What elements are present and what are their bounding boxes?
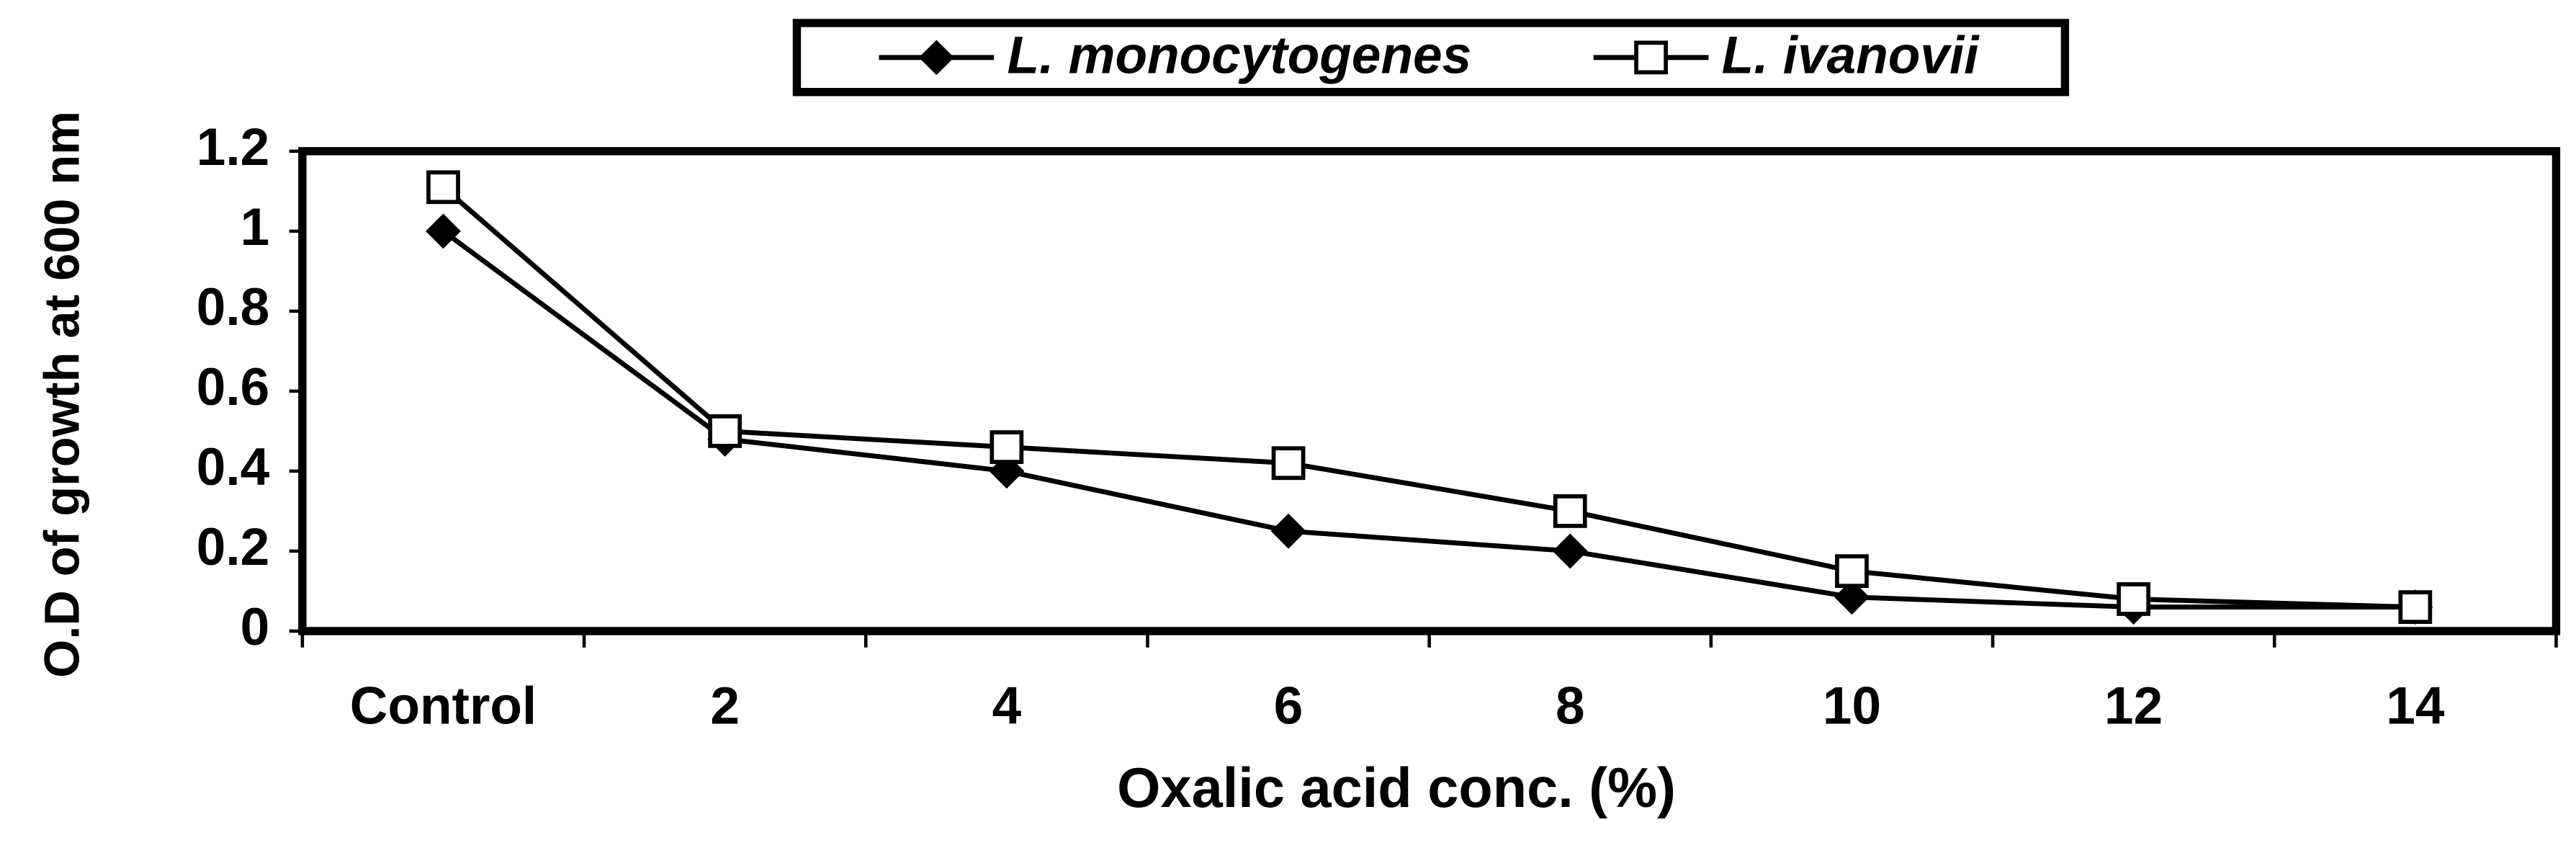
square-marker	[989, 430, 1024, 464]
diamond-marker	[426, 213, 461, 249]
x-axis-label: Oxalic acid conc. (%)	[1117, 757, 1676, 819]
x-tick-label: 10	[1823, 677, 1881, 736]
square-marker	[1271, 446, 1306, 481]
y-tick-label: 0.2	[197, 518, 269, 576]
square-marker	[2398, 590, 2433, 624]
x-tick-label: 2	[710, 677, 740, 736]
x-tick-label: Control	[350, 677, 537, 736]
x-tick-label: 6	[1274, 677, 1303, 736]
series-line	[441, 185, 2415, 610]
diamond-marker	[1552, 533, 1588, 569]
y-axis-label: O.D of growth at 600 nm	[35, 111, 90, 678]
y-tick-label: 0	[241, 598, 270, 656]
y-tick-label: 1.2	[197, 118, 269, 177]
x-tick-label: 12	[2104, 677, 2163, 736]
square-marker	[1553, 494, 1587, 528]
y-tick-label: 0.4	[197, 438, 270, 496]
legend-box	[792, 19, 2070, 97]
square-marker	[426, 170, 460, 205]
y-tick-label: 0.8	[197, 278, 269, 336]
diamond-marker	[1270, 513, 1306, 549]
square-marker	[1634, 40, 1668, 75]
square-marker	[1835, 554, 1869, 589]
square-marker	[708, 414, 742, 448]
series-line	[441, 229, 2415, 610]
x-tick-label: 8	[1556, 677, 1585, 736]
x-tick-label: 4	[992, 677, 1022, 736]
square-marker	[2117, 582, 2151, 616]
diamond-marker	[1834, 579, 1870, 615]
diamond-marker	[918, 40, 954, 76]
x-tick-label: 14	[2386, 677, 2445, 736]
y-tick-label: 0.6	[197, 358, 269, 416]
legend-label: L. ivanovii	[1722, 26, 1980, 84]
legend-label: L. monocytogenes	[1007, 26, 1471, 84]
y-tick-label: 1	[241, 198, 270, 256]
